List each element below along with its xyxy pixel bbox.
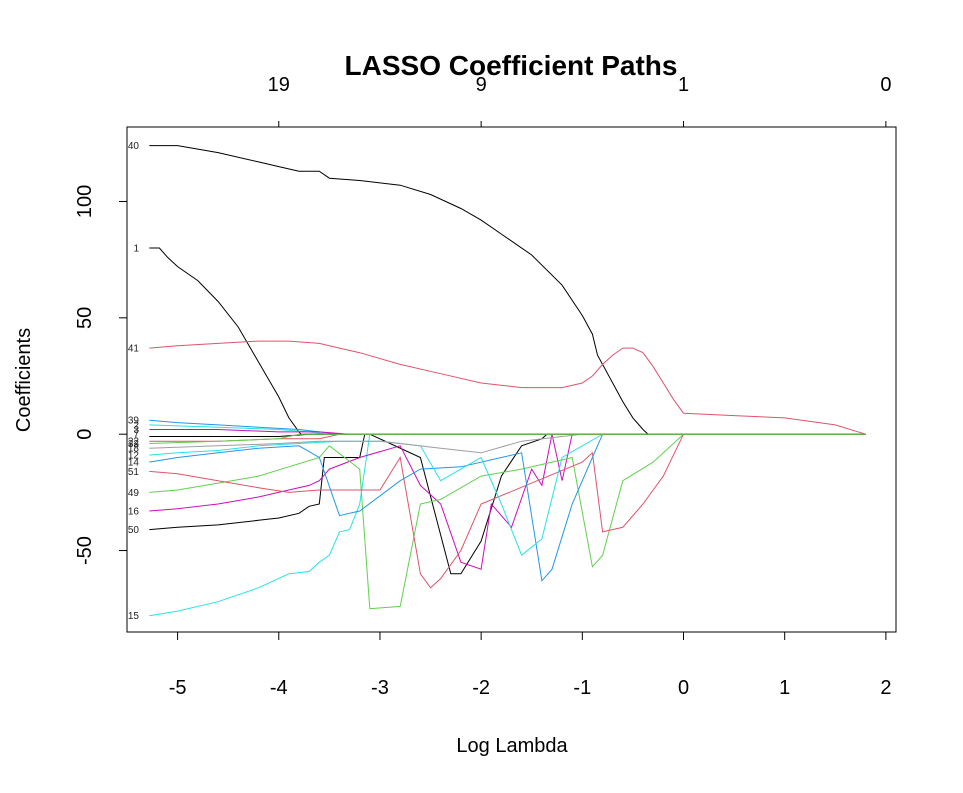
x-tick-label: 2 xyxy=(880,677,891,699)
y-axis-label: Coefficients xyxy=(13,328,35,432)
x-tick-label: 1 xyxy=(779,677,790,699)
coef-path-18 xyxy=(149,433,866,454)
top-tick-label: 1 xyxy=(678,74,689,96)
path-label-22: 22 xyxy=(128,437,140,448)
top-tick-label: 9 xyxy=(476,74,487,96)
coef-path-16 xyxy=(149,433,866,570)
coef-path-33 xyxy=(149,433,866,444)
path-label-39: 39 xyxy=(128,416,140,427)
x-tick-label: 0 xyxy=(678,677,689,699)
path-label-15: 15 xyxy=(128,611,140,622)
path-label-1: 1 xyxy=(133,244,139,255)
path-label-41: 41 xyxy=(128,344,140,355)
path-label-2: 2 xyxy=(133,420,139,431)
x-axis: -5 -4 -3 -2 -1 0 1 2 xyxy=(169,631,891,699)
top-axis: 19 9 1 0 xyxy=(268,74,891,128)
chart-title: LASSO Coefficient Paths xyxy=(345,50,678,81)
y-axis: -50 0 50 100 xyxy=(74,185,128,565)
path-label-49: 49 xyxy=(128,488,140,499)
x-tick-label: -4 xyxy=(270,677,288,699)
path-label-16: 16 xyxy=(128,507,140,518)
x-tick-label: -2 xyxy=(472,677,490,699)
x-tick-label: -1 xyxy=(573,677,591,699)
path-label-40: 40 xyxy=(128,141,140,152)
path-label-33: 33 xyxy=(128,439,140,450)
path-label-50: 50 xyxy=(128,525,140,536)
coef-path-12 xyxy=(149,433,866,557)
path-label-3: 3 xyxy=(133,425,139,436)
top-tick-label: 0 xyxy=(880,74,891,96)
coef-path-41 xyxy=(149,340,866,435)
y-tick-label: 100 xyxy=(74,185,96,218)
path-label-51: 51 xyxy=(128,467,140,478)
top-tick-label: 19 xyxy=(268,74,290,96)
y-tick-label: -50 xyxy=(74,536,96,565)
coef-path-51 xyxy=(149,433,866,589)
coef-path-14 xyxy=(149,433,866,582)
coef-path-49 xyxy=(149,433,866,610)
x-tick-label: -5 xyxy=(169,677,187,699)
path-label-14: 14 xyxy=(128,458,140,469)
coef-path-15 xyxy=(149,433,866,617)
y-tick-label: 50 xyxy=(74,307,96,329)
path-label-7: 7 xyxy=(133,430,139,441)
path-label-18: 18 xyxy=(128,444,140,455)
x-axis-label: Log Lambda xyxy=(456,735,568,757)
y-tick-label: 0 xyxy=(74,429,96,440)
x-tick-label: -3 xyxy=(371,677,389,699)
series-layer xyxy=(149,145,866,617)
path-label-12: 12 xyxy=(128,451,140,462)
coef-path-40 xyxy=(149,145,866,435)
